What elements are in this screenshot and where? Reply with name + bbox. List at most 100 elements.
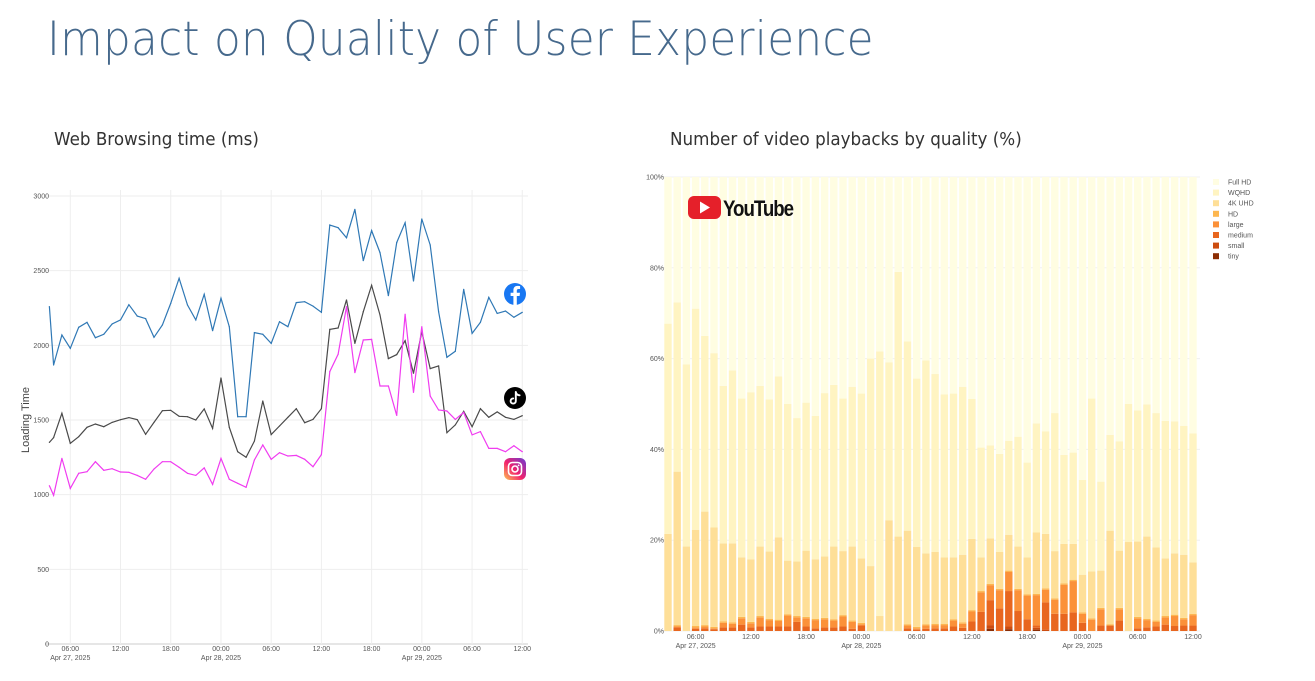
bar-segment-4k-uhd [903, 530, 912, 625]
tiktok-icon [504, 387, 526, 409]
x-date-label: Apr 28, 2025 [201, 655, 241, 662]
bar-segment-hd [710, 626, 718, 629]
data-point [61, 334, 63, 336]
bar-segment-4k-uhd [719, 543, 727, 622]
bar-segment-wqhd [701, 335, 709, 512]
data-point [362, 339, 364, 341]
x-date-label: Apr 28, 2025 [841, 643, 881, 650]
data-point [362, 260, 364, 262]
y-tick-label: 2000 [33, 343, 49, 350]
legend-swatch [1213, 253, 1219, 260]
instagram-icon-bg [504, 458, 526, 480]
bar-segment-medium [756, 626, 764, 631]
data-point [354, 372, 356, 374]
facebook-glyph [510, 285, 521, 305]
bar-segment-medium [793, 621, 801, 631]
data-point [446, 432, 448, 434]
x-tick-label: 18:00 [363, 646, 381, 653]
bar-segment-wqhd [839, 398, 847, 552]
data-point [211, 427, 214, 429]
data-point [496, 447, 498, 449]
data-point [52, 494, 55, 496]
data-point [396, 414, 398, 416]
data-point [354, 208, 356, 210]
data-point [454, 424, 456, 426]
bar-segment-full-hd [876, 177, 884, 352]
bar-segment-medium [1189, 625, 1197, 631]
legend-swatch [1213, 189, 1219, 196]
bar-segment-full-hd [1180, 177, 1188, 426]
bar-segment-large [1134, 618, 1142, 629]
bar-segment-hd [959, 622, 967, 624]
x-tick-label: 12:00 [742, 634, 760, 641]
bar-segment-full-hd [1189, 177, 1197, 434]
bar-segment-hd [811, 618, 820, 621]
data-point [345, 306, 348, 308]
bar-segment-wqhd [1143, 404, 1151, 537]
bar-segment-medium [774, 626, 783, 631]
bar-segment-full-hd [1069, 177, 1077, 453]
data-point [145, 478, 147, 480]
data-point [329, 371, 331, 373]
bar-segment-hd [931, 623, 939, 626]
legend-item: tiny [1213, 253, 1239, 261]
data-point [379, 251, 381, 254]
bar-segment-medium [913, 629, 921, 631]
bar-segment-4k-uhd [866, 566, 875, 631]
legend-item: HD [1213, 210, 1238, 218]
data-point [86, 471, 88, 473]
data-point [103, 426, 105, 428]
bar-segment-medium [977, 611, 985, 631]
data-point [454, 418, 456, 421]
y-tick-label: 80% [650, 265, 664, 272]
data-point [446, 356, 448, 358]
bar-segment-medium [1041, 602, 1050, 630]
bar-segment-hd [839, 615, 847, 617]
data-point [513, 316, 515, 318]
legend-swatch [1213, 242, 1219, 249]
bar-segment-wqhd [977, 447, 985, 558]
bar-segment-full-hd [1060, 177, 1068, 455]
bar-segment-full-hd [701, 177, 709, 336]
legend-swatch [1213, 179, 1219, 185]
bar-segment-4k-uhd [830, 546, 838, 620]
legend-item: large [1213, 221, 1244, 229]
data-point [479, 321, 482, 323]
bar-segment-4k-uhd [1041, 533, 1050, 589]
bar-segment-medium [691, 628, 700, 631]
x-tick-label: 06:00 [1129, 634, 1147, 641]
bar-segment-hd [913, 626, 921, 629]
bar-segment-medium [986, 600, 994, 626]
data-point [312, 466, 314, 468]
web-browsing-line-chart: 0 500 1000 1500 2000 2500 3000 06:00 Apr 27, 202… [20, 190, 531, 662]
bar-segment-medium [747, 627, 755, 631]
data-point [521, 311, 523, 313]
data-point [136, 474, 138, 477]
data-point [119, 471, 122, 473]
bar-segment-4k-uhd [682, 546, 691, 631]
data-point [504, 310, 507, 312]
bar-segment-full-hd [1106, 177, 1114, 435]
bar-segment-large [728, 623, 737, 628]
bar-segment-hd [1161, 616, 1169, 618]
bar-segment-wqhd [811, 415, 820, 560]
bar-segment-full-hd [1097, 177, 1105, 482]
bar-segment-full-hd [765, 177, 773, 400]
data-point [270, 342, 272, 344]
bar-segment-large [839, 616, 847, 627]
bar-segment-hd [701, 625, 709, 627]
bar-segment-full-hd [848, 177, 856, 387]
bar-segment-large [747, 623, 755, 628]
bar-segment-full-hd [1041, 177, 1050, 432]
bar-segment-large [1143, 620, 1151, 628]
bar-segment-full-hd [1115, 177, 1123, 442]
data-point [69, 442, 71, 444]
bar-segment-full-hd [774, 177, 783, 377]
bar-segment-hd [1143, 618, 1151, 621]
data-point [379, 314, 381, 316]
data-point [488, 416, 490, 418]
bar-segment-hd [738, 616, 746, 619]
bar-segment-full-hd [811, 177, 820, 416]
legend-label: WQHD [1228, 190, 1250, 197]
data-point [195, 319, 197, 321]
